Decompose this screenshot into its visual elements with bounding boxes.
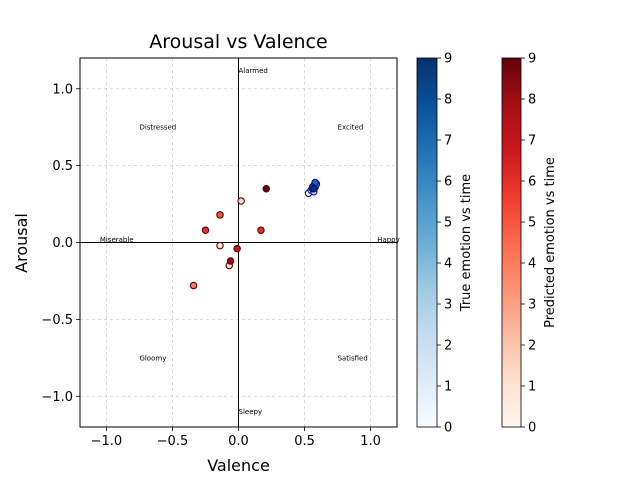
predicted-point: [237, 197, 245, 205]
quadrant-label: Excited: [338, 124, 364, 132]
predicted-point: [226, 257, 235, 265]
x-tick-label: −1.0: [91, 434, 123, 449]
colorbar-tick-label: 0: [444, 421, 452, 436]
colorbar-tick-label: 5: [528, 216, 536, 231]
colorbar-tick-label: 1: [528, 380, 536, 395]
colorbar-tick-label: 6: [528, 175, 536, 190]
x-tick-label: 0.5: [294, 434, 315, 449]
colorbar-tick-label: 9: [528, 52, 536, 67]
colorbar-tick-label: 0: [528, 421, 536, 436]
x-tick-label: 1.0: [360, 434, 381, 449]
y-tick-label: 1.0: [52, 82, 73, 97]
colorbar-tick-label: 2: [444, 339, 452, 354]
x-axis-ticks: −1.0 −0.5 0.0 0.5 1.0: [91, 427, 381, 449]
predicted-point: [216, 211, 224, 219]
predicted-series: [189, 184, 270, 290]
predicted-point: [257, 226, 265, 234]
x-axis-label: Valence: [207, 456, 270, 475]
y-axis-label: Arousal: [12, 213, 31, 273]
colorbar-predicted: 0 1 2 3 4 5 6 7 8 9 Predicted emotion vs time: [501, 52, 558, 436]
quadrant-label: Happy: [377, 236, 400, 244]
colorbar-tick-label: 4: [528, 257, 536, 272]
colorbar-tick-label: 6: [444, 175, 452, 190]
quadrant-label: Gloomy: [139, 354, 166, 362]
colorbar-predicted-ticks: 0 1 2 3 4 5 6 7 8 9: [521, 52, 536, 436]
colorbar-tick-label: 8: [444, 93, 452, 108]
quadrant-label: Distressed: [139, 124, 176, 132]
quadrant-label: Miserable: [100, 236, 134, 244]
quadrant-label: Sleepy: [239, 408, 263, 416]
colorbar-tick-label: 7: [444, 134, 452, 149]
predicted-point: [216, 241, 224, 250]
colorbar-true-label: True emotion vs time: [459, 174, 474, 312]
colorbar-true: 0 1 2 3 4 5 6 7 8 9 True emotion vs time: [416, 52, 474, 436]
quadrant-label: Alarmed: [239, 67, 268, 75]
colorbar-tick-label: 3: [444, 298, 452, 313]
colorbar-tick-label: 3: [528, 298, 536, 313]
predicted-point: [233, 244, 241, 253]
true-series: [304, 178, 321, 198]
y-axis-ticks: −1.0 −0.5 0.0 0.5 1.0: [41, 82, 80, 405]
quadrant-axes: [80, 58, 397, 427]
quadrant-label: Satisfied: [338, 354, 368, 362]
predicted-point: [189, 281, 198, 290]
y-tick-label: −1.0: [41, 390, 73, 405]
x-tick-label: −0.5: [157, 434, 189, 449]
colorbar-tick-label: 1: [444, 380, 452, 395]
colorbar-true-ticks: 0 1 2 3 4 5 6 7 8 9: [437, 52, 452, 436]
colorbar-true-gradient: [416, 57, 438, 428]
x-tick-label: 0.0: [228, 434, 249, 449]
quadrant-labels: Alarmed Excited Distressed Miserable Happy Gl…: [100, 67, 400, 416]
predicted-point: [262, 184, 270, 193]
colorbar-tick-label: 8: [528, 93, 536, 108]
colorbar-predicted-gradient: [501, 57, 522, 428]
colorbar-tick-label: 4: [444, 257, 452, 272]
y-tick-label: 0.5: [52, 159, 73, 174]
colorbar-tick-label: 7: [528, 134, 536, 149]
chart-title: Arousal vs Valence: [149, 31, 327, 53]
colorbar-predicted-label: Predicted emotion vs time: [543, 157, 558, 328]
true-point: [310, 184, 318, 193]
y-tick-label: 0.0: [52, 236, 73, 251]
colorbar-tick-label: 9: [444, 52, 452, 67]
predicted-point: [201, 226, 210, 234]
y-tick-label: −0.5: [41, 313, 73, 328]
colorbar-tick-label: 5: [444, 216, 452, 231]
colorbar-tick-label: 2: [528, 339, 536, 354]
